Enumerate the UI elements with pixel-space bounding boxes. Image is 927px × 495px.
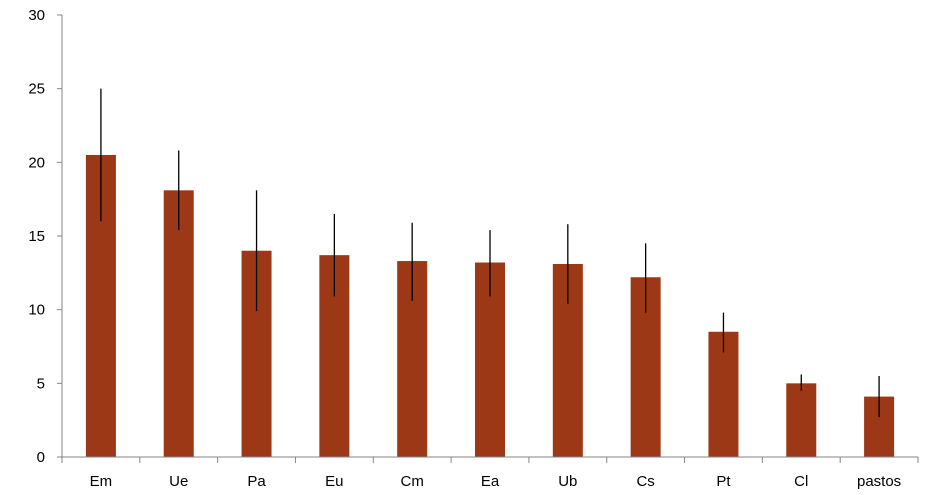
x-tick-label: pastos [857,473,901,490]
bar-ue [163,190,194,457]
x-tick-label: Em [90,473,113,490]
error-bars-group [100,88,880,418]
y-ticks-group: 0 5 10 15 20 25 30 [28,7,62,466]
y-tick-label: 20 [28,154,45,171]
y-tick-label: 25 [28,81,45,98]
x-tick-label: Cs [636,473,654,490]
x-tick-label: Ue [169,473,188,490]
x-tick-label: Ub [558,473,577,490]
y-tick-label: 15 [28,228,45,245]
x-tick-label: Eu [325,473,343,490]
bar-pt [708,331,739,457]
x-tick-label: Cl [794,473,808,490]
y-tick-label: 5 [37,375,45,392]
x-tick-label: Cm [401,473,424,490]
y-tick-label: 10 [28,302,45,319]
bars-group [85,154,895,457]
x-tick-label: Pa [247,473,266,490]
x-tick-label: Ea [481,473,500,490]
x-ticks-group: Em Ue Pa Eu Cm Ea Ub Cs Pt Cl pastos [61,457,919,490]
y-tick-label: 30 [28,7,45,24]
y-tick-label: 0 [37,449,45,466]
x-tick-label: Pt [716,473,731,490]
bar-cl [786,383,817,457]
